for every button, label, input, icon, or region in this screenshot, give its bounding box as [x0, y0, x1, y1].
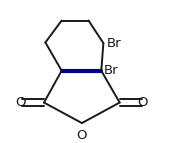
Text: O: O: [77, 129, 87, 142]
Text: Br: Br: [104, 63, 119, 77]
Text: Br: Br: [107, 37, 122, 50]
Text: O: O: [138, 96, 148, 109]
Text: O: O: [16, 96, 26, 109]
